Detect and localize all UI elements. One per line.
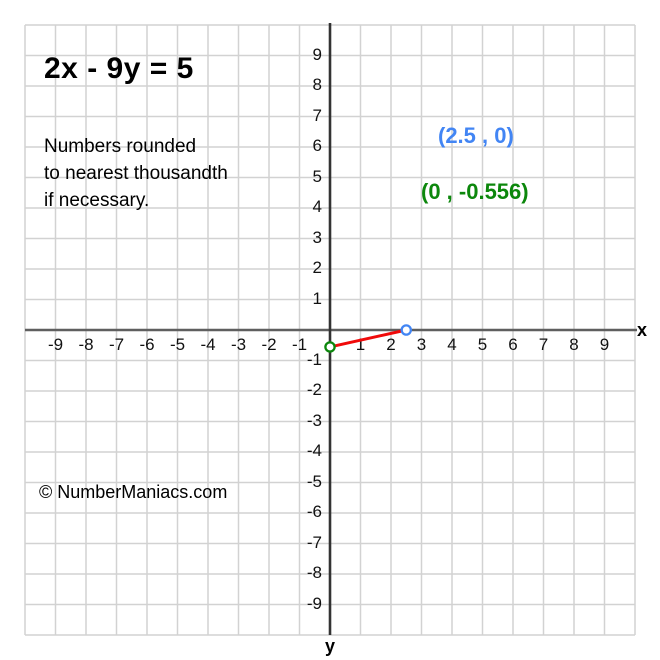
graph-canvas: -9 -8 -7 -6 -5 -4 -3 -2 -1 1 2 3 4 5 6 7 8 9 9 8 7 6 5 4 3 2 1 -1-… <box>24 23 648 656</box>
grid-and-axes <box>24 23 637 636</box>
